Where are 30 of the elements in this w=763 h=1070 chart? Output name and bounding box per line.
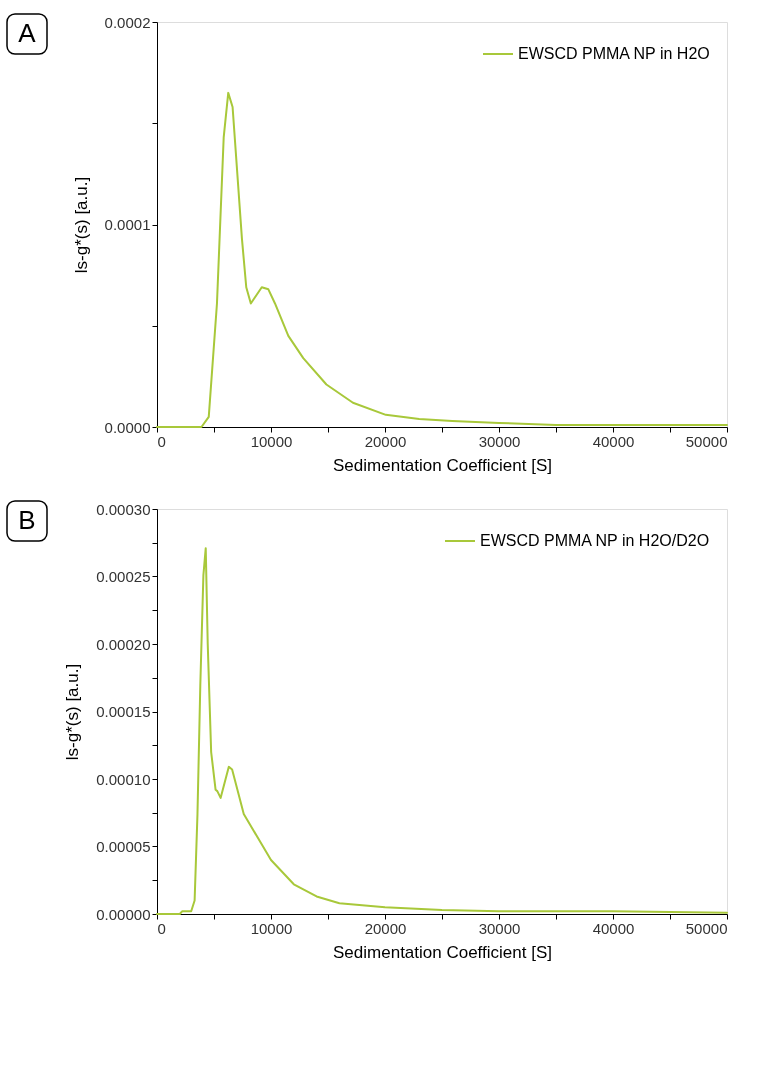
text: B [18,505,36,535]
y-tick-label: 0.0002 [104,13,151,31]
y-tick-label: 0.00020 [96,635,151,653]
y-tick-label: 0.00015 [96,703,151,720]
y-tick-label: 0.0001 [104,216,151,233]
x-tick-label: 20000 [364,432,407,450]
x-tick-label: 40000 [592,919,635,937]
x-tick-label: 0 [157,432,166,450]
x-tick-label: 10000 [250,919,293,937]
x-tick-label: 30000 [478,432,521,450]
x-axis-title: Sedimentation Coefficient [S] [333,455,552,475]
x-tick-label: 20000 [364,919,407,937]
x-tick-label: 30000 [478,919,521,937]
x-tick-label: 10000 [250,432,293,450]
y-axis-title: ls-g*(s) [a.u.] [63,663,83,761]
text: A [18,18,37,48]
x-tick-label: 50000 [685,919,728,937]
y-tick-label: 0.0000 [104,418,151,436]
x-tick-label: 40000 [592,432,635,450]
legend-label: EWSCD PMMA NP in H2O [518,45,710,62]
x-axis-title: Sedimentation Coefficient [S] [333,942,552,962]
y-tick-label: 0.00000 [96,905,151,923]
y-tick-label: 0.00030 [96,500,151,518]
y-tick-label: 0.00005 [96,838,151,855]
y-tick-label: 0.00025 [96,568,151,585]
legend-label: EWSCD PMMA NP in H2O/D2O [480,532,710,549]
x-tick-label: 0 [157,919,166,937]
y-tick-label: 0.00010 [96,770,151,788]
y-axis-title: ls-g*(s) [a.u.] [71,176,91,274]
x-tick-label: 50000 [685,432,728,450]
